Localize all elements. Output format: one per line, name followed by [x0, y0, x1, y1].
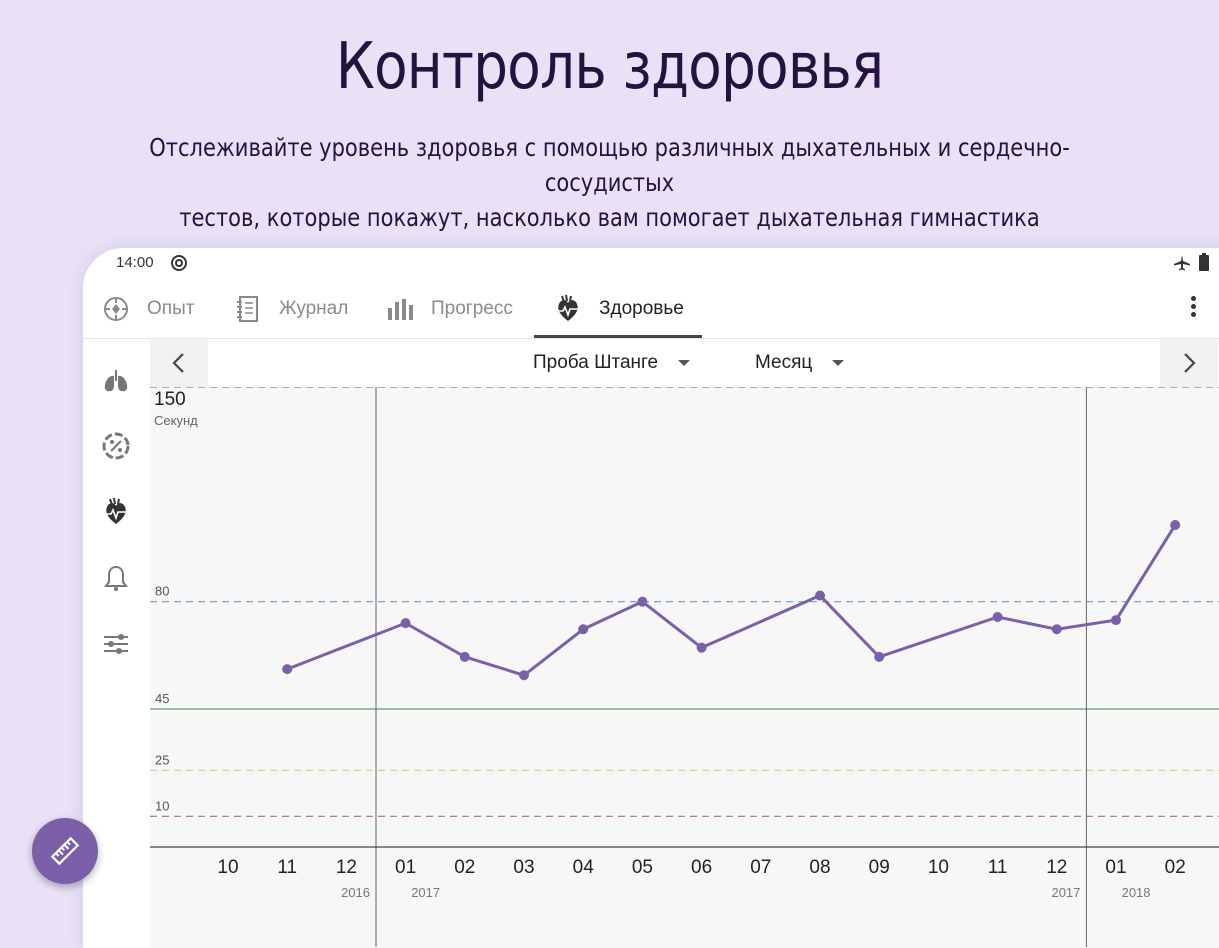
chart-header: Проба Штанге Месяц: [150, 339, 1219, 387]
reference-line-label: 45: [155, 691, 169, 706]
data-point: [815, 590, 825, 601]
chevron-right-icon: [1184, 353, 1196, 373]
active-tab-indicator: [534, 335, 702, 338]
overflow-menu-button[interactable]: [1181, 294, 1205, 324]
year-label: 2018: [1122, 885, 1151, 900]
x-tick-label: 08: [809, 857, 830, 878]
tab-bar: Опыт Журнал Прогресс: [83, 280, 1219, 339]
period-dropdown-label: Месяц: [755, 352, 813, 373]
tab-experience[interactable]: Опыт: [101, 280, 194, 337]
test-dropdown-label: Проба Штанге: [533, 352, 659, 373]
x-tick-label: 01: [1105, 857, 1126, 878]
subtitle-line-2: тестов, которые покажут, насколько вам п…: [179, 203, 1040, 232]
x-tick-label: 04: [573, 857, 595, 878]
health-line-chart: 80 45 25 10 150 Секунд 10 11 12 01 02 03 04 05 06 07 08 0…: [150, 387, 1219, 947]
status-bar: 14:00: [83, 248, 1219, 278]
year-label: 2017: [1051, 885, 1080, 900]
x-tick-label: 09: [869, 857, 890, 878]
journal-icon: [237, 295, 258, 322]
tab-health[interactable]: Здоровье: [553, 280, 684, 337]
data-point: [1051, 624, 1062, 635]
page-title: Контроль здоровья: [335, 30, 884, 104]
tab-journal[interactable]: Журнал: [233, 280, 348, 337]
test-dropdown[interactable]: Проба Штанге: [533, 349, 691, 377]
reference-line-label: 10: [155, 798, 169, 813]
data-point: [519, 670, 529, 681]
tab-label: Здоровье: [599, 297, 684, 319]
bell-icon[interactable]: [101, 563, 131, 593]
sync-icon: [171, 255, 187, 271]
period-dropdown[interactable]: Месяц: [755, 349, 845, 377]
x-tick-label: 02: [1165, 857, 1186, 878]
x-tick-label: 11: [988, 857, 1008, 878]
reference-line-label: 25: [155, 752, 169, 767]
bar-chart-icon: [388, 298, 413, 320]
chart-area: Проба Штанге Месяц 80 45 25 10 150 Секунд 10 11…: [150, 339, 1219, 948]
tab-label: Опыт: [147, 297, 195, 319]
y-axis-max-label: 150: [154, 389, 186, 410]
data-point: [1170, 520, 1181, 530]
data-point: [400, 618, 411, 629]
prev-period-button[interactable]: [150, 339, 208, 387]
sliders-icon[interactable]: [101, 629, 131, 659]
x-tick-label: 12: [1046, 857, 1067, 878]
reference-line-label: 80: [155, 584, 169, 599]
x-tick-label: 07: [750, 857, 771, 878]
x-tick-label: 05: [632, 857, 653, 878]
x-tick-label: 01: [395, 857, 416, 878]
dot-icon: [1190, 312, 1196, 317]
data-point: [696, 642, 707, 653]
x-tick-label: 12: [336, 857, 357, 878]
dropdown-caret-icon: [678, 360, 691, 366]
page-subtitle: Отслеживайте уровень здоровья с помощью …: [98, 130, 1122, 235]
data-point: [578, 624, 589, 635]
x-tick-label: 11: [277, 857, 297, 878]
chevron-left-icon: [172, 353, 184, 373]
tab-label: Журнал: [279, 297, 349, 319]
data-point: [1111, 615, 1121, 626]
data-point: [459, 651, 470, 662]
tab-progress[interactable]: Прогресс: [385, 280, 513, 337]
x-tick-label: 10: [928, 857, 949, 878]
x-tick-label: 03: [513, 857, 534, 878]
lungs-icon[interactable]: [101, 367, 131, 397]
tab-label: Прогресс: [431, 297, 513, 319]
y-axis-unit-label: Секунд: [154, 413, 198, 428]
ruler-icon: [50, 836, 80, 866]
x-tick-label: 02: [454, 857, 475, 878]
heart-icon: [557, 294, 579, 321]
series-line: [286, 524, 1177, 677]
next-period-button[interactable]: [1160, 339, 1218, 387]
year-label: 2017: [411, 885, 440, 900]
dot-icon: [1190, 304, 1196, 309]
subtitle-line-1: Отслеживайте уровень здоровья с помощью …: [149, 133, 1070, 197]
dropdown-caret-icon: [832, 360, 845, 366]
battery-icon: [1199, 253, 1209, 271]
airplane-icon: [1174, 255, 1190, 271]
data-point: [874, 651, 885, 662]
data-point: [637, 596, 648, 607]
year-label: 2016: [341, 885, 370, 900]
x-tick-label: 06: [691, 857, 712, 878]
x-tick-label: 10: [217, 857, 238, 878]
status-time: 14:00: [116, 254, 154, 271]
measure-fab-button[interactable]: [32, 818, 98, 884]
data-point: [282, 664, 293, 675]
target-icon: [104, 296, 128, 321]
tablet-screen: 14:00 Опыт Журнал: [83, 248, 1219, 948]
data-point: [992, 612, 1003, 622]
percent-icon[interactable]: [101, 431, 131, 461]
dot-icon: [1190, 296, 1196, 301]
heart-icon[interactable]: [101, 497, 131, 527]
